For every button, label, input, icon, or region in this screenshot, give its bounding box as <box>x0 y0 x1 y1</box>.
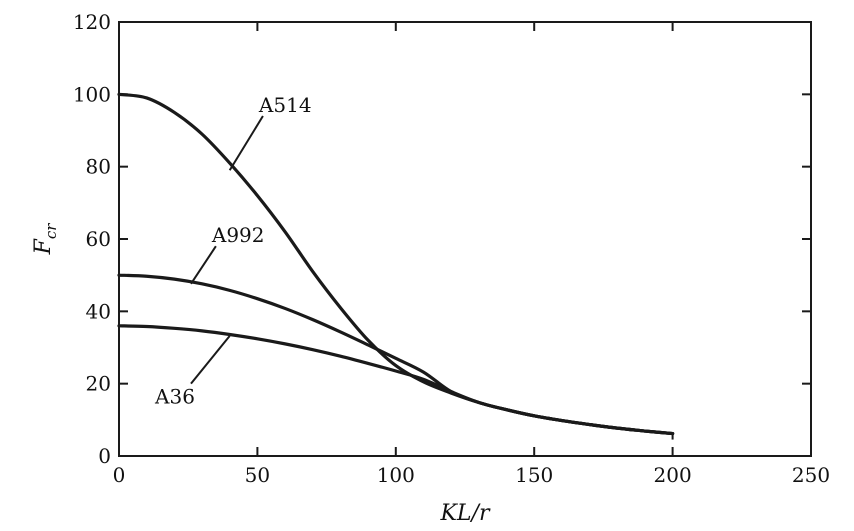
y-tick-label-1: 20 <box>86 372 111 396</box>
leader-line-a36 <box>190 335 231 385</box>
x-tick-label-4: 200 <box>654 463 692 487</box>
x-tick-label-5: 250 <box>792 463 830 487</box>
series-line-a992 <box>117 273 675 436</box>
curve-label-a514: A514 <box>258 93 312 117</box>
x-axis-title: KL/r <box>440 501 491 526</box>
series-line-a36 <box>117 324 675 436</box>
y-tick-label-5: 100 <box>73 82 111 106</box>
curves <box>117 92 675 440</box>
y-axis-title-main: F <box>31 238 56 255</box>
curve-annotations: A514 A992 A36 <box>154 93 311 409</box>
x-tick-label-2: 100 <box>377 463 415 487</box>
leader-line-a992 <box>190 245 217 285</box>
axis-ticks <box>118 21 812 457</box>
y-tick-label-3: 60 <box>86 227 111 251</box>
tick-labels: 0 50 100 150 200 250 0 20 40 60 80 100 120 <box>73 10 830 487</box>
series-line-a514 <box>117 92 675 436</box>
leader-line-a514 <box>228 115 264 171</box>
x-tick-label-1: 50 <box>245 463 270 487</box>
x-tick-label-0: 0 <box>113 463 126 487</box>
y-tick-label-6: 120 <box>73 10 111 34</box>
y-axis-title-subscript: cr <box>42 223 60 239</box>
x-tick-label-3: 150 <box>515 463 553 487</box>
y-tick-label-0: 0 <box>98 444 111 468</box>
y-tick-label-2: 40 <box>86 299 111 323</box>
y-tick-label-4: 80 <box>86 155 111 179</box>
curve-label-a992: A992 <box>211 223 265 247</box>
y-axis-title: Fcr <box>31 223 60 256</box>
curve-label-a36: A36 <box>154 385 195 409</box>
